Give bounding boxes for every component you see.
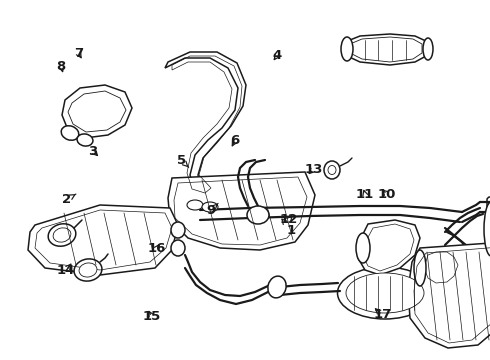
Text: 14: 14 <box>57 264 75 276</box>
Text: 7: 7 <box>74 47 83 60</box>
Polygon shape <box>420 248 462 286</box>
Ellipse shape <box>341 37 353 61</box>
Ellipse shape <box>187 200 203 210</box>
Ellipse shape <box>48 224 76 246</box>
Polygon shape <box>62 85 132 138</box>
Text: 4: 4 <box>272 49 281 62</box>
Text: 2: 2 <box>62 193 76 206</box>
Text: 9: 9 <box>206 203 218 217</box>
Polygon shape <box>168 172 315 250</box>
Text: 16: 16 <box>147 242 166 255</box>
Ellipse shape <box>247 206 269 224</box>
Ellipse shape <box>202 202 218 212</box>
Polygon shape <box>165 52 246 200</box>
Ellipse shape <box>74 259 102 281</box>
Text: 8: 8 <box>57 60 66 73</box>
Text: 3: 3 <box>89 145 98 158</box>
Text: 5: 5 <box>177 154 189 167</box>
Text: 12: 12 <box>280 213 298 226</box>
Text: 17: 17 <box>373 309 392 321</box>
Ellipse shape <box>414 250 426 286</box>
Polygon shape <box>408 242 490 348</box>
Ellipse shape <box>484 202 490 256</box>
Ellipse shape <box>79 263 97 277</box>
Ellipse shape <box>53 228 71 242</box>
Ellipse shape <box>171 222 185 238</box>
Ellipse shape <box>268 276 286 298</box>
Polygon shape <box>345 34 428 65</box>
Text: 13: 13 <box>304 163 323 176</box>
Ellipse shape <box>338 267 433 319</box>
Ellipse shape <box>324 161 340 179</box>
Ellipse shape <box>328 166 336 175</box>
Ellipse shape <box>171 240 185 256</box>
Ellipse shape <box>346 273 424 313</box>
Text: 6: 6 <box>231 134 240 147</box>
Ellipse shape <box>77 134 93 146</box>
FancyBboxPatch shape <box>487 197 490 261</box>
Text: 11: 11 <box>356 188 374 201</box>
Text: 15: 15 <box>143 310 161 323</box>
Polygon shape <box>28 205 178 275</box>
Text: 1: 1 <box>282 219 296 237</box>
Ellipse shape <box>61 126 79 140</box>
Polygon shape <box>358 220 420 275</box>
Ellipse shape <box>423 38 433 60</box>
Text: 10: 10 <box>378 188 396 201</box>
Ellipse shape <box>356 233 370 263</box>
